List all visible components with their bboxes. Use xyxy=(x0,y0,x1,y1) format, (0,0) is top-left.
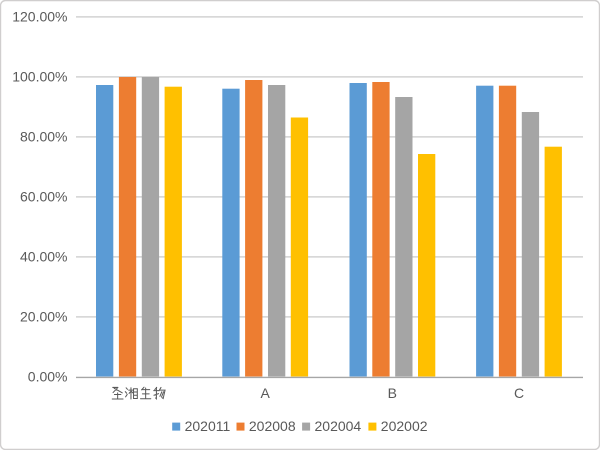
svg-text:A: A xyxy=(261,385,271,401)
svg-text:100.00%: 100.00% xyxy=(12,69,67,85)
svg-text:202011: 202011 xyxy=(185,418,231,434)
svg-text:40.00%: 40.00% xyxy=(20,249,67,265)
svg-text:B: B xyxy=(388,385,397,401)
svg-text:80.00%: 80.00% xyxy=(20,129,67,145)
svg-text:202008: 202008 xyxy=(249,418,296,434)
svg-text:20.00%: 20.00% xyxy=(20,309,67,325)
svg-text:120.00%: 120.00% xyxy=(12,9,67,25)
svg-text:202002: 202002 xyxy=(381,418,428,434)
svg-text:202004: 202004 xyxy=(315,418,362,434)
svg-text:60.00%: 60.00% xyxy=(20,189,67,205)
svg-text:C: C xyxy=(514,385,524,401)
svg-text:0.00%: 0.00% xyxy=(28,369,68,385)
